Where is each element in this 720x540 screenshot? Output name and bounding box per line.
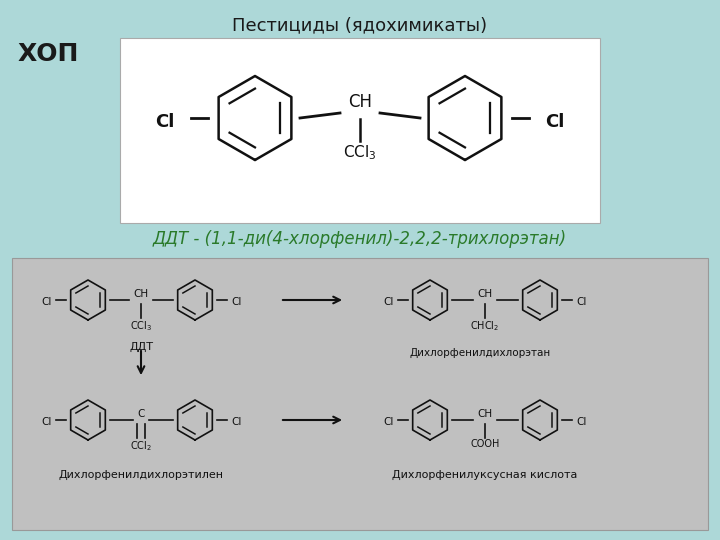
Text: CH: CH	[133, 289, 148, 299]
Text: CH: CH	[348, 93, 372, 111]
Text: CH: CH	[477, 409, 492, 419]
Text: Дихлорфенилуксусная кислота: Дихлорфенилуксусная кислота	[392, 470, 577, 480]
Text: Cl: Cl	[384, 417, 394, 427]
Text: Cl: Cl	[231, 417, 241, 427]
Text: Cl: Cl	[576, 297, 586, 307]
Text: ДДТ - (1,1-ди(4-хлорфенил)-2,2,2-трихлорэтан): ДДТ - (1,1-ди(4-хлорфенил)-2,2,2-трихлор…	[153, 230, 567, 248]
Text: CHCl$_2$: CHCl$_2$	[470, 319, 500, 333]
Text: Cl: Cl	[42, 417, 52, 427]
Text: CCl$_2$: CCl$_2$	[130, 439, 152, 453]
Text: COOH: COOH	[470, 439, 500, 449]
Text: Cl: Cl	[231, 297, 241, 307]
Text: Cl: Cl	[384, 297, 394, 307]
Text: Cl: Cl	[576, 417, 586, 427]
Text: CCl$_3$: CCl$_3$	[130, 319, 152, 333]
Text: ХОП: ХОП	[18, 42, 79, 66]
Text: Cl: Cl	[545, 113, 564, 131]
Bar	[120, 38, 600, 223]
Text: C: C	[138, 409, 145, 419]
Text: Пестициды (ядохимикаты): Пестициды (ядохимикаты)	[233, 16, 487, 34]
Text: CH: CH	[477, 289, 492, 299]
Text: ДДТ: ДДТ	[129, 342, 153, 352]
Text: CCl$_3$: CCl$_3$	[343, 143, 377, 161]
Text: Дихлорфенилдихлорэтан: Дихлорфенилдихлорэтан	[410, 348, 551, 358]
Text: Cl: Cl	[42, 297, 52, 307]
Bar	[12, 258, 708, 530]
Text: Cl: Cl	[156, 113, 175, 131]
Text: Дихлорфенилдихлорэтилен: Дихлорфенилдихлорэтилен	[58, 470, 223, 480]
